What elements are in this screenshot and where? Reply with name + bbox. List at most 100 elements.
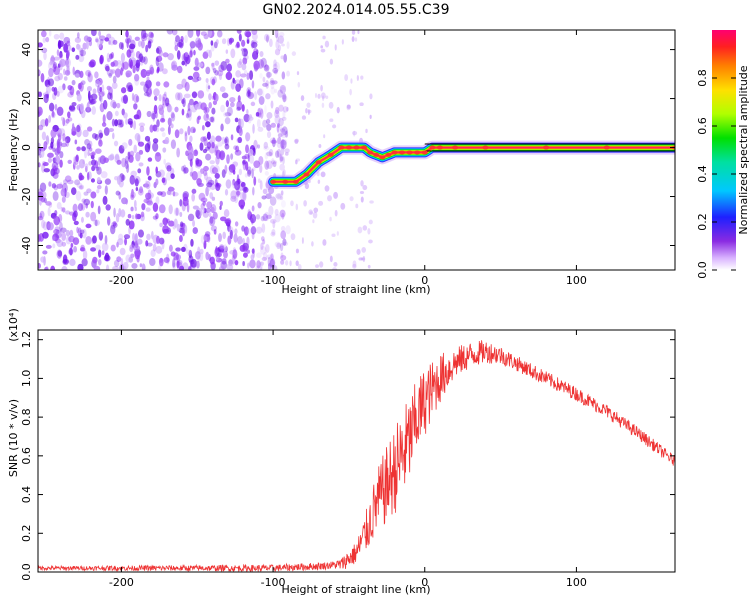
signal-track-node (270, 179, 277, 184)
noise-blob (106, 52, 110, 63)
noise-blob (263, 64, 270, 72)
noise-blob (211, 107, 216, 115)
noise-blob (130, 194, 135, 200)
noise-blob (64, 175, 72, 183)
noise-blob (54, 155, 61, 165)
noise-blob (306, 102, 311, 108)
noise-blob (183, 93, 191, 99)
noise-blob (128, 256, 134, 263)
noise-blob (45, 36, 50, 43)
noise-blob (53, 56, 60, 61)
noise-blob (135, 186, 139, 192)
noise-blob (110, 99, 117, 108)
noise-blob (333, 191, 338, 199)
signal-track-node (361, 145, 368, 150)
noise-blob (133, 245, 141, 252)
noise-blob (107, 57, 111, 63)
noise-blob (185, 54, 191, 65)
noise-blob (47, 207, 51, 217)
noise-blob (239, 58, 242, 65)
noise-blob (127, 87, 133, 93)
noise-blob (190, 238, 194, 247)
noise-blob (78, 53, 85, 63)
noise-blob (113, 259, 120, 267)
noise-blob (95, 38, 99, 43)
noise-blob (67, 111, 71, 119)
noise-blob (85, 203, 89, 209)
noise-blob (138, 40, 142, 47)
noise-blob (253, 47, 258, 55)
noise-blob (187, 75, 194, 81)
signal-track-node (391, 150, 398, 155)
snr-y-tick-label: 0.4 (20, 486, 33, 504)
noise-blob (203, 165, 209, 172)
noise-blob (51, 110, 55, 118)
noise-blob (182, 164, 187, 175)
noise-blob (161, 177, 166, 184)
noise-blob (237, 95, 241, 103)
noise-blob (81, 146, 86, 152)
noise-blob (241, 39, 246, 47)
noise-blob (280, 130, 285, 137)
noise-blob (272, 265, 278, 270)
noise-blob (214, 60, 220, 66)
noise-blob (69, 258, 76, 267)
noise-blob (265, 93, 271, 100)
noise-blob (86, 85, 92, 92)
noise-blob (268, 205, 274, 216)
noise-blob (58, 213, 63, 223)
noise-blob (56, 49, 60, 56)
noise-blob (152, 215, 158, 220)
noise-blob (155, 196, 160, 205)
noise-blob (264, 104, 267, 115)
noise-blob (53, 142, 57, 153)
noise-blob (149, 257, 156, 267)
noise-blob (192, 71, 200, 79)
snr-y-tick-label: 0.8 (20, 408, 33, 426)
noise-blob (329, 255, 333, 263)
noise-blob (264, 211, 270, 222)
noise-blob (197, 90, 205, 99)
noise-blob (52, 165, 57, 176)
noise-blob (78, 158, 85, 169)
noise-blob (59, 151, 64, 159)
noise-blob (230, 134, 234, 141)
noise-blob (139, 263, 143, 268)
noise-blob (38, 70, 42, 75)
noise-blob (146, 200, 154, 206)
noise-blob (218, 265, 225, 270)
noise-blob (258, 88, 265, 99)
noise-blob (186, 108, 192, 118)
noise-blob (54, 209, 58, 216)
noise-blob (136, 255, 140, 263)
noise-blob (355, 203, 359, 209)
noise-blob (148, 31, 154, 38)
spectrogram-y-tick-label: 20 (20, 92, 33, 106)
noise-blob (248, 114, 252, 119)
noise-blob (262, 188, 268, 195)
noise-blob (172, 258, 176, 268)
noise-blob (210, 40, 214, 46)
noise-blob (313, 207, 319, 213)
noise-blob (220, 104, 226, 113)
noise-blob (175, 207, 179, 216)
noise-blob (123, 112, 128, 119)
signal-track-node (367, 150, 374, 155)
noise-blob (145, 180, 151, 190)
noise-blob (200, 168, 205, 175)
noise-blob (40, 256, 46, 263)
noise-blob (234, 260, 239, 266)
noise-blob (332, 124, 337, 129)
noise-blob (73, 245, 78, 253)
noise-blob (146, 76, 150, 82)
noise-blob (62, 138, 67, 143)
noise-blob (369, 93, 373, 100)
noise-blob (82, 159, 85, 165)
noise-blob (258, 155, 264, 165)
noise-blob (127, 151, 131, 160)
noise-blob (311, 241, 314, 247)
noise-blob (220, 216, 227, 222)
noise-blob (146, 69, 153, 75)
noise-blob (63, 76, 68, 81)
noise-blob (121, 142, 128, 150)
